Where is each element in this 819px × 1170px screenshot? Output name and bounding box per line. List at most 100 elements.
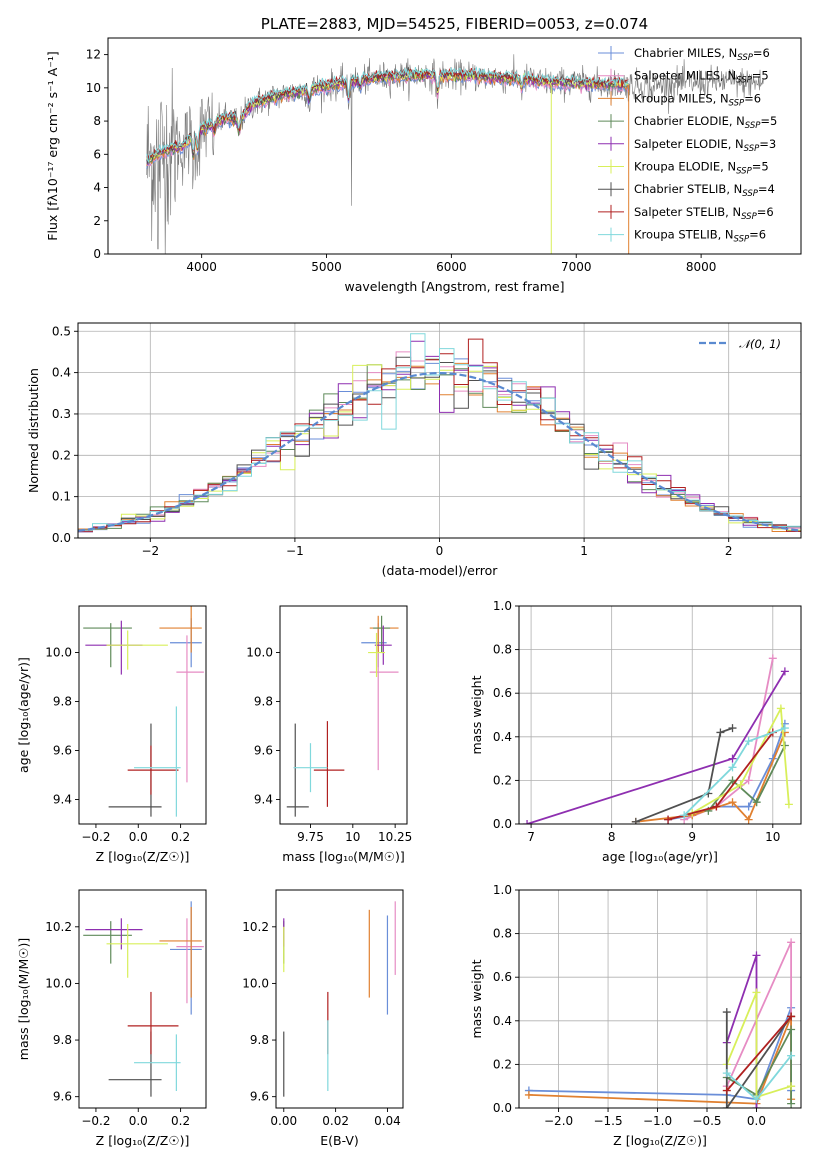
y-tick-label: 0.3 — [52, 407, 71, 421]
legend-entry: Kroupa MILES, NSSP=6 — [634, 91, 761, 108]
legend-entry: Chabrier STELIB, NSSP=4 — [634, 182, 775, 199]
y-tick-label: 0.8 — [493, 643, 512, 657]
axes: −2 −1 0 1 2 0.0 0.1 0.2 0.3 0.4 0.5 (data-model)/er… — [26, 322, 802, 578]
y-tick-label: 0.5 — [52, 324, 71, 338]
x-tick-label: 5000 — [311, 260, 342, 274]
x-tick-label: 7 — [527, 830, 535, 844]
legend-entry: Salpeter STELIB, NSSP=6 — [634, 205, 774, 222]
series-line — [726, 1015, 792, 1092]
y-tick-label: 2 — [93, 214, 101, 228]
series-kroupa-elodie — [722, 988, 796, 1102]
x-axis-label: Z [log₁₀(Z/Z☉)] — [96, 849, 190, 864]
y-tick-label: 9.8 — [53, 695, 72, 709]
data-point-marker — [752, 1104, 761, 1108]
data-point-marker — [744, 776, 753, 785]
y-tick-label: 8 — [93, 114, 101, 128]
data-point-marker — [752, 951, 761, 960]
y-tick-label: 0.4 — [493, 730, 512, 744]
y-tick-label: 9.6 — [250, 1090, 269, 1104]
x-axis-label: Z [log₁₀(Z/Z☉)] — [96, 1133, 190, 1148]
chart-title: PLATE=2883, MJD=54525, FIBERID=0053, z=0… — [261, 15, 648, 33]
y-tick-label: 0.2 — [493, 1057, 512, 1071]
data-point-marker — [780, 724, 789, 733]
x-tick-label: 1 — [580, 544, 588, 558]
errorbar-chabrier-elodie — [83, 921, 132, 964]
errorbar-kroupa-stelib — [293, 743, 328, 793]
axes-frame — [78, 605, 207, 825]
errorbar-kroupa-miles — [369, 615, 399, 653]
errorbar-chabrier-miles — [170, 901, 202, 1015]
histogram-kroupa-stelib — [78, 333, 801, 534]
y-tick-label: 9.4 — [53, 793, 72, 807]
errorbar-kroupa-miles — [159, 606, 202, 653]
axes: −0.2 0.0 0.2 9.6 9.8 10.0 10.2 Z [log₁₀(Z/Z☉)] m… — [16, 889, 207, 1148]
data-point-marker — [787, 1051, 796, 1060]
y-tick-label: 9.6 — [53, 744, 72, 758]
observed-spectrum — [146, 54, 764, 254]
data-point-marker — [722, 1086, 731, 1095]
series-line — [691, 705, 790, 814]
axes: 7 8 9 10 0.0 0.2 0.4 0.6 0.8 1.0 age [log₁₀(age/yr… — [469, 599, 802, 864]
errorbar-salpeter-miles — [176, 918, 204, 1004]
data-point-marker — [631, 817, 640, 824]
data-point-marker — [787, 938, 796, 947]
errorbar-chabrier-stelib — [286, 723, 309, 817]
x-tick-label: 0.0 — [747, 1114, 766, 1128]
data-point-marker — [712, 802, 721, 811]
x-tick-label: 2 — [725, 544, 733, 558]
x-tick-label: −2 — [141, 544, 159, 558]
grid — [519, 889, 801, 1109]
data-point-marker — [784, 800, 793, 809]
y-tick-label: 12 — [86, 48, 101, 62]
panel-age_vs_mass: 9.75 10 10.25 9.4 9.6 9.8 10.0 mass [log₁₀(M/M☉… — [246, 605, 412, 864]
errorbar-kroupa-miles — [159, 906, 202, 998]
y-tick-label: 10.0 — [242, 976, 269, 990]
legend-entry: Kroupa STELIB, NSSP=6 — [634, 228, 766, 245]
x-tick-label: 0.2 — [171, 1114, 190, 1128]
plot-area — [286, 615, 399, 817]
errorbar-salpeter-stelib — [127, 745, 179, 795]
series-line — [526, 670, 786, 824]
data-point-marker — [744, 737, 753, 746]
y-tick-label: 10 — [86, 81, 101, 95]
x-tick-label: 10 — [345, 830, 360, 844]
x-axis-label: wavelength [Angstrom, rest frame] — [344, 279, 564, 294]
data-point-marker — [787, 1025, 796, 1034]
y-tick-label: 6 — [93, 147, 101, 161]
normal-reference-curve — [78, 372, 799, 532]
x-tick-label: 8 — [608, 830, 616, 844]
series-line — [683, 727, 786, 816]
data-point-marker — [523, 820, 532, 824]
axes-frame — [78, 889, 207, 1109]
errorbar-chabrier-miles — [170, 618, 202, 668]
x-axis-label: (data-model)/error — [382, 563, 499, 578]
panel-mass_vs_ebv: 0.00 0.02 0.04 9.6 9.8 10.0 10.2 E(B-V) — [242, 889, 404, 1148]
series-line — [635, 727, 733, 823]
y-tick-label: 0.2 — [52, 448, 71, 462]
errorbar-kroupa-elodie — [368, 632, 385, 678]
axes: −0.2 0.0 0.2 9.4 9.6 9.8 10.0 Z [log₁₀(Z/Z☉)] ag… — [16, 605, 207, 864]
y-tick-label: 4 — [93, 181, 101, 195]
data-point-marker — [722, 1069, 731, 1078]
data-point-marker — [776, 704, 785, 713]
y-tick-label: 0.0 — [52, 531, 71, 545]
axes-frame — [518, 889, 802, 1109]
errorbar-salpeter-miles — [176, 635, 204, 783]
data-point-marker — [768, 654, 777, 663]
axes: 4000 5000 6000 7000 8000 0 2 4 6 8 10 12 wavelength … — [45, 15, 802, 294]
data-point-marker — [787, 1082, 796, 1091]
data-point-marker — [752, 988, 761, 997]
axes-frame — [279, 605, 408, 825]
errorbar-kroupa-elodie — [106, 923, 168, 978]
axes: −2.0 −1.5 −1.0 −0.5 0.0 0.0 0.2 0.4 0.6 0.8 1.0 Z [… — [469, 883, 802, 1148]
plot-area — [146, 54, 764, 254]
plot-area — [78, 333, 801, 536]
panel-residuals: −2 −1 0 1 2 0.0 0.1 0.2 0.3 0.4 0.5 (data-model)/er… — [26, 322, 802, 578]
errorbar-salpeter-elodie — [85, 918, 143, 950]
series-chabrier-miles — [524, 1003, 796, 1104]
data-point-marker — [722, 1104, 731, 1108]
errorbar-kroupa-stelib — [134, 1034, 181, 1092]
series-line — [528, 1007, 792, 1101]
series-line — [725, 992, 792, 1099]
